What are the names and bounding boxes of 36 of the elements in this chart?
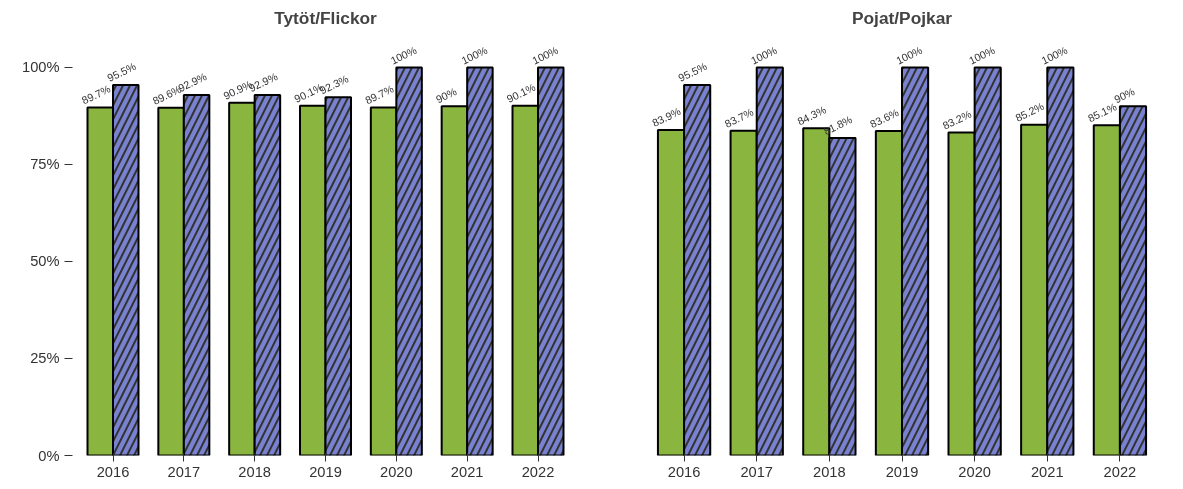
data-label: 83.9% (650, 104, 683, 129)
x-tick-label: 2019 (885, 463, 919, 480)
y-tick-label: 25% (30, 350, 60, 367)
x-tick-label: 2018 (238, 463, 271, 480)
y-tick-label: 100% (22, 59, 60, 76)
x-tick-label: 2019 (309, 463, 342, 480)
x-tick-label: 2021 (1030, 463, 1064, 480)
x-tick-label: 2020 (380, 463, 413, 480)
y-tick-label: 50% (30, 253, 60, 270)
x-tick-label: 2016 (96, 463, 130, 480)
data-label: 100% (748, 43, 780, 67)
data-label: 100% (894, 43, 925, 67)
x-tick-label: 2018 (813, 463, 846, 480)
data-label: 84.3% (795, 103, 829, 128)
data-label: 90% (433, 84, 459, 106)
x-tick-label: 2021 (450, 463, 484, 480)
x-tick-label: 2020 (958, 463, 991, 480)
data-label: 100% (459, 43, 490, 67)
data-label: 85.2% (1013, 99, 1047, 124)
chart-title: Pojat/Pojkar (851, 7, 953, 28)
data-label: 100% (966, 43, 998, 67)
y-tick-label: 75% (30, 156, 60, 173)
x-tick-label: 2017 (740, 463, 774, 480)
x-tick-label: 2017 (167, 463, 201, 480)
data-label: 90% (1112, 84, 1137, 106)
x-tick-label: 2022 (521, 463, 555, 480)
y-tick-label: 0% (38, 447, 60, 464)
x-tick-label: 2016 (667, 463, 701, 480)
data-label: 89.7% (79, 82, 113, 107)
data-label: 100% (1039, 43, 1070, 67)
data-label: 100% (388, 43, 419, 67)
x-tick-label: 2022 (1103, 463, 1137, 480)
data-label: 83.2% (940, 107, 974, 132)
chart-title: Tytöt/Flickor (274, 7, 378, 28)
data-label: 100% (530, 43, 561, 67)
data-label: 83.7% (722, 105, 756, 130)
